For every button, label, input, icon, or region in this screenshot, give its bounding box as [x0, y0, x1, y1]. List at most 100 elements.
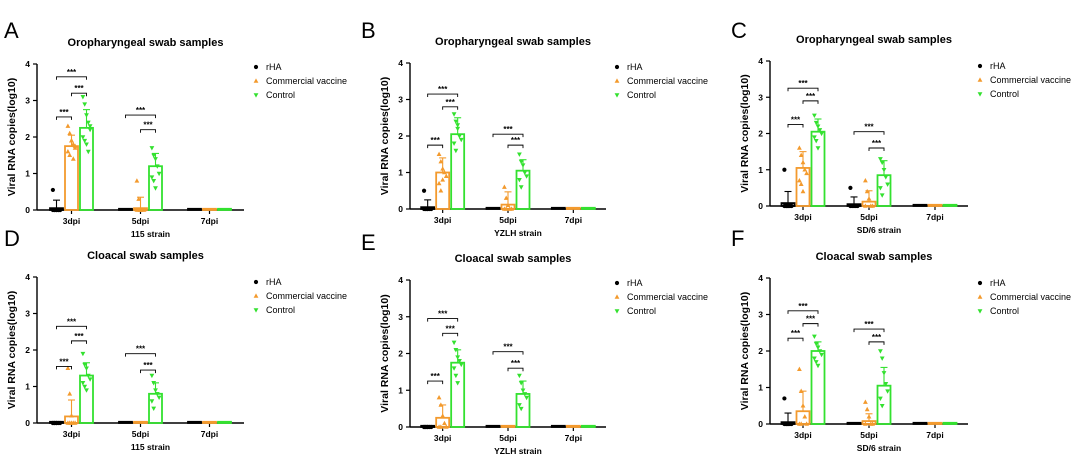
significance-bracket — [507, 144, 524, 149]
y-tick-label: 4 — [758, 56, 763, 66]
significance-label: *** — [511, 359, 521, 368]
data-point — [503, 195, 509, 200]
data-point — [455, 355, 461, 360]
x-tick-label: 5dpi — [860, 212, 877, 222]
data-point — [153, 388, 158, 393]
data-point — [813, 341, 819, 347]
data-point — [518, 185, 524, 190]
data-point — [517, 178, 522, 183]
data-point — [436, 395, 442, 400]
data-point — [866, 196, 872, 201]
data-point — [863, 421, 868, 426]
data-point — [151, 406, 157, 411]
data-point — [520, 388, 526, 393]
legend-marker — [253, 64, 259, 70]
data-point — [520, 163, 526, 168]
data-point — [802, 167, 808, 172]
data-point — [154, 392, 160, 397]
significance-label: *** — [503, 125, 513, 134]
bar — [435, 416, 451, 428]
significance-bracket — [868, 341, 885, 345]
data-point — [149, 146, 155, 151]
data-point — [815, 363, 821, 369]
x-tick-label: 3dpi — [794, 430, 811, 440]
data-point — [509, 206, 514, 211]
data-point — [455, 123, 461, 128]
legend-marker — [253, 308, 259, 313]
y-tick-label: 2 — [25, 345, 30, 355]
data-point — [517, 373, 522, 379]
x-tick-label: 7dpi — [201, 429, 218, 439]
data-point — [848, 185, 853, 190]
legend-entry: Control — [990, 306, 1019, 316]
legend-marker — [614, 280, 620, 286]
y-tick-label: 1 — [758, 165, 763, 175]
x-tick-label: 7dpi — [926, 212, 943, 222]
bar — [927, 203, 943, 207]
data-point — [67, 152, 73, 158]
data-point — [141, 207, 147, 212]
data-point — [878, 396, 883, 402]
legend-entry: Control — [627, 90, 656, 100]
data-point — [524, 395, 529, 401]
data-point — [65, 365, 71, 371]
significance-bracket — [71, 92, 87, 97]
data-point — [517, 403, 522, 408]
bar — [500, 424, 516, 428]
x-tick-label: 5dpi — [499, 215, 516, 225]
panel-letter: B — [361, 18, 376, 43]
x-tick-label: 7dpi — [926, 430, 943, 440]
data-point — [151, 381, 157, 386]
panel-e: E Cloacal swab samples Viral RNA copies(lo… — [361, 230, 708, 456]
data-point — [797, 366, 802, 372]
data-point — [812, 135, 817, 140]
data-point — [134, 178, 140, 183]
significance-bracket — [125, 353, 156, 357]
legend-marker — [614, 64, 620, 70]
data-point — [151, 153, 157, 158]
significance-bracket — [787, 123, 804, 128]
significance-bracket — [427, 380, 444, 385]
data-point — [502, 184, 507, 189]
data-point — [518, 381, 524, 386]
significance-bracket — [802, 100, 819, 104]
legend-marker — [977, 63, 983, 69]
data-point — [457, 134, 462, 139]
data-point — [84, 388, 89, 393]
bar — [202, 420, 217, 424]
data-point — [438, 424, 444, 429]
data-point — [149, 175, 155, 180]
data-point — [440, 413, 446, 418]
significance-bracket — [853, 131, 885, 135]
data-point — [883, 175, 889, 180]
data-point — [453, 373, 459, 379]
data-point — [800, 188, 806, 194]
data-point — [812, 113, 817, 118]
data-point — [67, 130, 73, 136]
data-point — [804, 170, 809, 176]
significance-bracket — [140, 129, 156, 133]
bar — [876, 174, 892, 207]
x-tick-label: 3dpi — [434, 433, 451, 443]
data-point — [879, 356, 885, 361]
significance-bracket — [427, 144, 444, 149]
data-point — [153, 186, 158, 191]
significance-label: *** — [67, 317, 77, 326]
panel-c: C Oropharyngeal swab samples Viral RNA cop… — [731, 18, 1071, 235]
legend-entry: rHA — [266, 277, 282, 287]
significance-bracket — [56, 116, 72, 120]
data-point — [518, 159, 524, 165]
y-tick-label: 0 — [398, 204, 403, 214]
y-tick-label: 1 — [25, 169, 30, 179]
significance-bracket — [125, 114, 156, 119]
data-point — [453, 119, 459, 124]
chart-title: Oropharyngeal swab samples — [796, 34, 952, 46]
bar — [810, 350, 826, 425]
data-point — [84, 366, 89, 371]
y-tick-label: 3 — [398, 312, 403, 322]
data-point — [802, 414, 808, 419]
data-point — [451, 340, 457, 346]
data-point — [455, 381, 461, 386]
panel-letter: F — [731, 226, 744, 251]
